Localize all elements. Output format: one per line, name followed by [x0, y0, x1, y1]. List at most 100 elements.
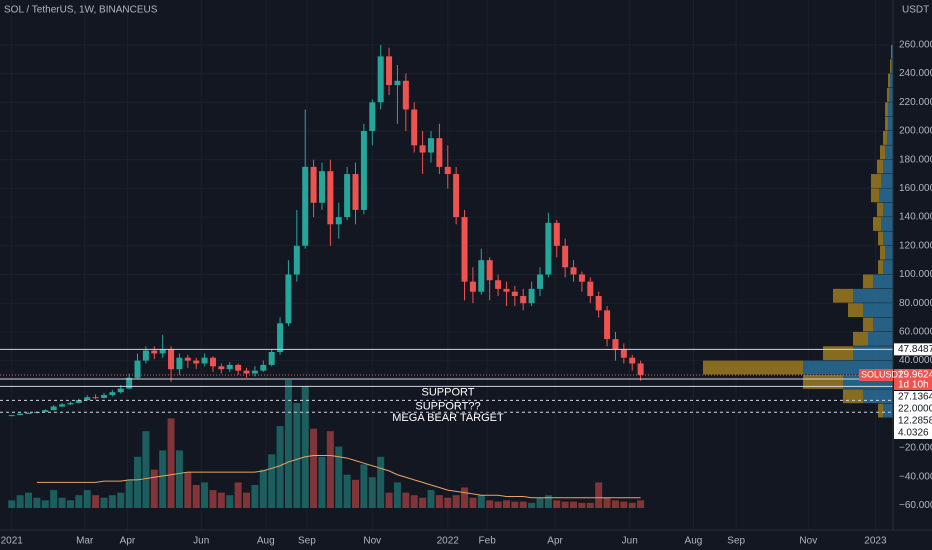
profile-up [887, 131, 893, 145]
candle-body [8, 415, 15, 417]
current-price: 29.9624 [898, 370, 932, 381]
profile-down [863, 317, 873, 332]
x-tick-label: Apr [547, 536, 563, 547]
profile-down [871, 188, 879, 203]
volume-bar [8, 500, 16, 508]
candle-body [209, 357, 216, 367]
volume-bar [50, 490, 58, 508]
profile-down [853, 331, 868, 346]
profile-down [880, 145, 885, 160]
candle-body [595, 296, 602, 311]
level-badge [894, 427, 932, 440]
profile-up [881, 217, 893, 231]
candle-body [495, 280, 502, 289]
profile-down [823, 346, 853, 361]
volume-bar [419, 497, 427, 508]
volume-bar [66, 500, 74, 508]
candle-body [42, 410, 49, 412]
candle-body [377, 56, 384, 103]
volume-bar [637, 500, 645, 508]
volume-bar [159, 450, 167, 508]
y-tick-label: 240.0000 [899, 68, 932, 79]
volume-bar [167, 418, 175, 508]
y-tick-label: 220.0000 [899, 97, 932, 108]
volume-bar [175, 450, 183, 508]
volume-bar [318, 456, 326, 508]
volume-bar [184, 472, 192, 508]
volume-bar [293, 403, 301, 508]
candle-body [503, 288, 510, 292]
volume-tick-label: −40.0000 [899, 471, 932, 482]
profile-down [885, 116, 888, 131]
candle-body [218, 366, 225, 370]
candle-body [461, 217, 468, 282]
volume-bar [544, 495, 552, 508]
volume-bar [268, 454, 276, 508]
candle-body [59, 404, 66, 407]
candle-body [310, 166, 317, 203]
volume-bar [352, 479, 360, 508]
volume-bar [75, 495, 83, 508]
volume-bar [326, 431, 334, 508]
candle-body [335, 217, 342, 225]
candle-body [352, 174, 359, 210]
volume-bar [477, 495, 485, 508]
profile-down [833, 288, 853, 303]
profile-up [853, 288, 893, 303]
candle-body [604, 310, 611, 340]
candle-body [251, 370, 258, 374]
volume-ma-line [36, 455, 641, 499]
volume-bar [251, 484, 259, 508]
profile-up [883, 159, 893, 174]
candle-body [629, 357, 636, 364]
volume-bar [310, 428, 318, 508]
y-tick-label: 140.0000 [899, 212, 932, 223]
candle-body [536, 274, 543, 289]
volume-bar [217, 492, 225, 508]
y-tick-label: 100.0000 [899, 269, 932, 280]
volume-bar [83, 490, 91, 508]
volume-bar [226, 495, 234, 508]
profile-up [883, 403, 893, 418]
candle-body [168, 349, 175, 370]
candle-body [587, 281, 594, 297]
volume-bar [427, 490, 435, 508]
x-tick-label: Jun [193, 536, 209, 547]
volume-bar [33, 497, 41, 508]
profile-up [873, 317, 893, 332]
volume-bar [628, 502, 636, 508]
current-price-badge [894, 369, 932, 391]
level-label: 22.0000 [898, 404, 932, 415]
candle-body [100, 395, 107, 398]
candle-body [578, 274, 585, 282]
y-tick-label: 40.0000 [899, 355, 932, 366]
volume-bar [553, 500, 561, 508]
y-tick-label: 120.0000 [899, 240, 932, 251]
profile-up [863, 389, 893, 404]
countdown: 1d 10h [898, 380, 929, 391]
volume-bar [234, 482, 242, 508]
candle-body [92, 397, 99, 399]
candle-body [344, 174, 351, 218]
profile-down [891, 44, 892, 59]
volume-bar [58, 497, 66, 508]
profile-up [890, 73, 893, 88]
profile-down [880, 245, 885, 260]
x-tick-label: Nov [799, 536, 817, 547]
annotation: MEGA BEAR TARGET [392, 412, 504, 424]
volume-bar [578, 502, 586, 508]
y-tick-label: 200.0000 [899, 126, 932, 137]
candle-body [411, 109, 418, 146]
level-badge [894, 403, 932, 416]
candle-body [260, 364, 267, 371]
candle-body [570, 267, 577, 275]
candle-body [562, 245, 569, 268]
candle-body [478, 260, 485, 292]
profile-up [883, 260, 893, 274]
volume-bar [486, 500, 494, 508]
candle-body [444, 166, 451, 175]
level-label: 4.0326 [898, 428, 929, 439]
volume-bar [284, 380, 292, 508]
candle-body [226, 364, 233, 370]
